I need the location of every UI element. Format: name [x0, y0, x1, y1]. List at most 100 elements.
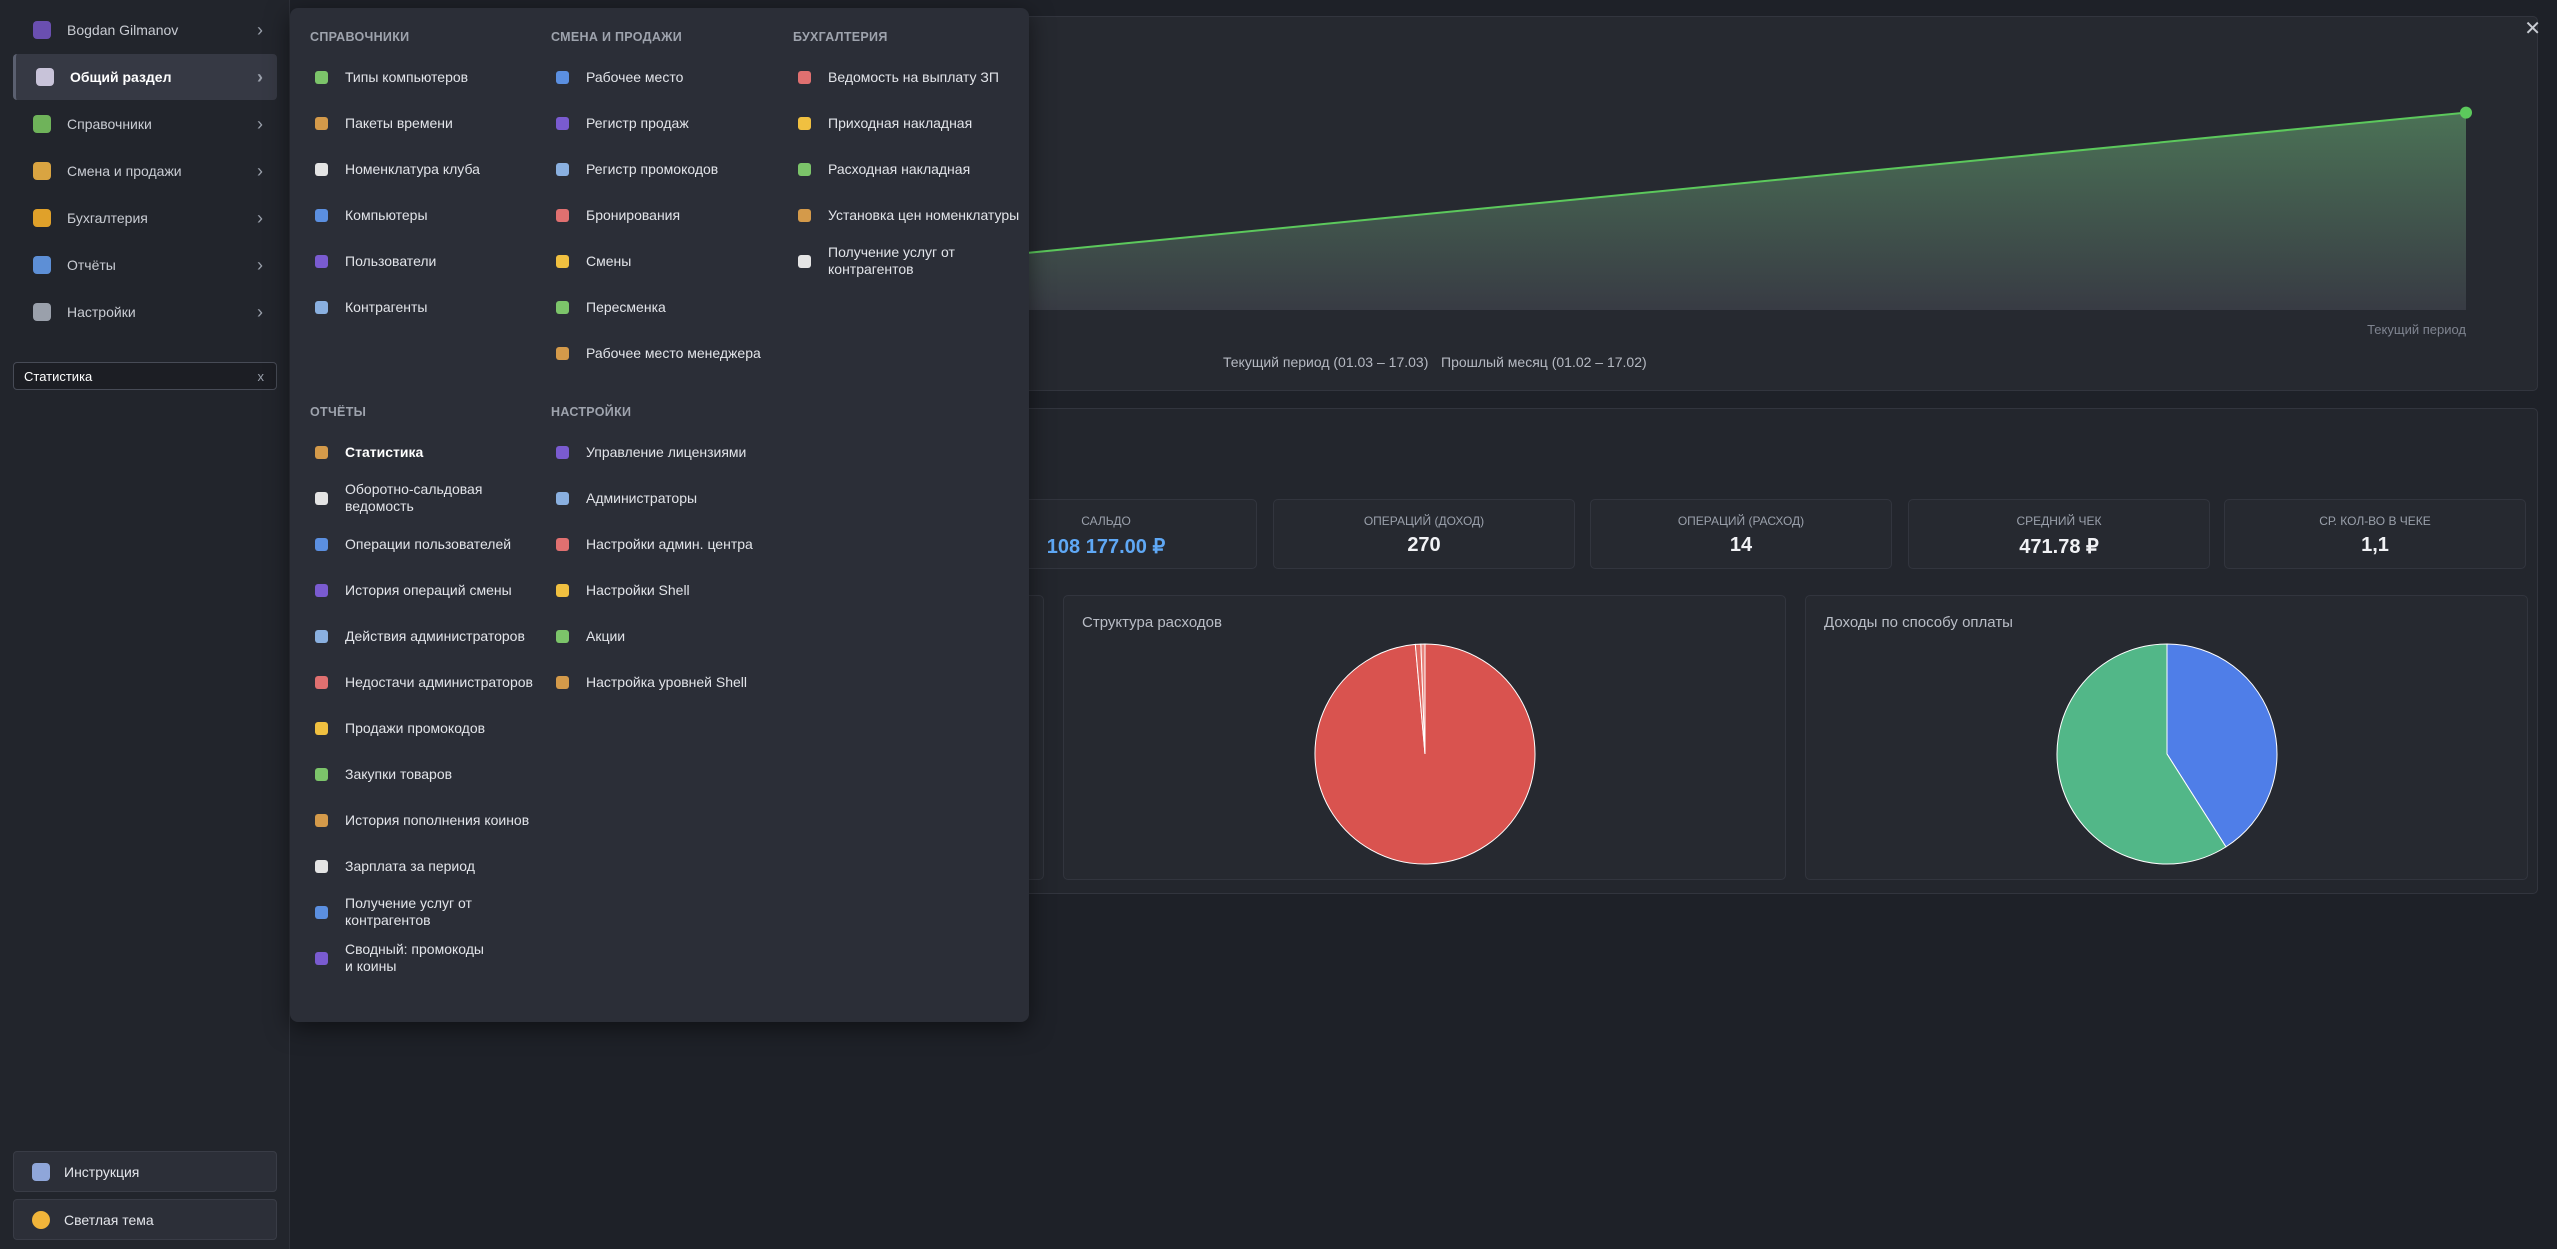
icon — [798, 162, 811, 176]
menu-item[interactable]: Смены — [551, 238, 791, 284]
sidebar-item[interactable]: Справочники › — [13, 101, 277, 147]
icon — [32, 1210, 50, 1229]
menu-item[interactable]: Типы компьютеров — [310, 54, 550, 100]
icon — [315, 537, 328, 551]
menu-item[interactable]: Статистика — [310, 429, 550, 475]
menu-label: Недостачи администраторов — [345, 673, 533, 690]
icon — [556, 300, 569, 314]
search-box[interactable]: Статистика x — [13, 362, 277, 390]
menu-item[interactable]: Операции пользователей — [310, 521, 550, 567]
menu-label: Пользователи — [345, 252, 437, 269]
menu-item[interactable]: Приходная накладная — [793, 100, 1033, 146]
menu-label: Бронирования — [586, 206, 681, 223]
icon — [798, 116, 811, 130]
menu-item[interactable]: Акции — [551, 613, 791, 659]
search-clear[interactable]: x — [257, 368, 265, 384]
icon — [556, 491, 569, 505]
menu-label: Сводный: промокоды и коины — [345, 941, 484, 974]
icon — [315, 583, 328, 597]
menu-label: Компьютеры — [345, 206, 428, 223]
menu-item[interactable]: История операций смены — [310, 567, 550, 613]
icon — [798, 70, 811, 84]
menu-item[interactable]: Оборотно-сальдовая ведомость — [310, 475, 550, 521]
menu-item[interactable]: Настройки админ. центра — [551, 521, 791, 567]
icon — [315, 629, 328, 643]
sidebar-item[interactable]: Смена и продажи › — [13, 148, 277, 194]
theme-button[interactable]: Светлая тема — [13, 1199, 277, 1240]
close-button[interactable]: ✕ — [2524, 18, 2541, 40]
menu-item[interactable]: Регистр продаж — [551, 100, 791, 146]
icon — [33, 162, 51, 180]
menu-label: Пересменка — [586, 298, 666, 315]
help-label: Инструкция — [64, 1163, 140, 1180]
section-title: БУХГАЛТЕРИЯ — [793, 30, 888, 44]
stat-label: СРЕДНИЙ ЧЕК — [2016, 514, 2102, 528]
menu-item[interactable]: Получение услуг от контрагентов — [793, 238, 1033, 284]
menu-item[interactable]: Ведомость на выплату ЗП — [793, 54, 1033, 100]
menu-label: Настройка уровней Shell — [586, 673, 748, 690]
menu-label: История операций смены — [345, 581, 512, 598]
icon — [798, 208, 811, 222]
menu-item[interactable]: Рабочее место — [551, 54, 791, 100]
menu-item[interactable]: История пополнения коинов — [310, 797, 550, 843]
stat-label: СР. КОЛ-ВО В ЧЕКЕ — [2319, 514, 2431, 528]
help-button[interactable]: Инструкция — [13, 1151, 277, 1192]
menu-label: Регистр продаж — [586, 114, 689, 131]
mega-menu: СПРАВОЧНИКИ Типы компьютеров Пакеты времен… — [290, 8, 1029, 1022]
stat-card: ОПЕРАЦИЙ (РАСХОД) 14 — [1590, 499, 1892, 569]
icon — [556, 346, 569, 360]
menu-section: БУХГАЛТЕРИЯ Ведомость на выплату ЗП Приход… — [793, 20, 1033, 284]
icon — [315, 208, 328, 222]
sidebar-item[interactable]: Настройки › — [13, 289, 277, 335]
menu-label: Настройки Shell — [586, 581, 690, 598]
menu-item[interactable]: Пакеты времени — [310, 100, 550, 146]
menu-item[interactable]: Бронирования — [551, 192, 791, 238]
user-item[interactable]: Bogdan Gilmanov › — [13, 7, 277, 53]
icon — [33, 256, 51, 274]
menu-label: Ведомость на выплату ЗП — [828, 68, 999, 85]
menu-column: БУХГАЛТЕРИЯ Ведомость на выплату ЗП Приход… — [793, 20, 1033, 284]
menu-label: История пополнения коинов — [345, 811, 530, 828]
icon — [33, 21, 51, 39]
section-title: СПРАВОЧНИКИ — [310, 30, 410, 44]
menu-item[interactable]: Установка цен номенклатуры — [793, 192, 1033, 238]
menu-item[interactable]: Пересменка — [551, 284, 791, 330]
icon — [315, 254, 328, 268]
menu-item[interactable]: Получение услуг от контрагентов — [310, 889, 550, 935]
menu-section: СПРАВОЧНИКИ Типы компьютеров Пакеты времен… — [310, 20, 550, 330]
menu-item[interactable]: Зарплата за период — [310, 843, 550, 889]
sidebar-item[interactable]: Отчёты › — [13, 242, 277, 288]
menu-item[interactable]: Номенклатура клуба — [310, 146, 550, 192]
menu-item[interactable]: Пользователи — [310, 238, 550, 284]
pie-title: Доходы по способу оплаты — [1824, 614, 2013, 631]
menu-item[interactable]: Контрагенты — [310, 284, 550, 330]
menu-item[interactable]: Администраторы — [551, 475, 791, 521]
sidebar-item[interactable]: Общий раздел › — [13, 54, 277, 100]
sidebar-label: Бухгалтерия — [67, 210, 148, 226]
menu-item[interactable]: Расходная накладная — [793, 146, 1033, 192]
menu-item[interactable]: Действия администраторов — [310, 613, 550, 659]
menu-item[interactable]: Рабочее место менеджера — [551, 330, 791, 376]
sidebar-label: Справочники — [67, 116, 152, 132]
stat-value: 14 — [1729, 534, 1753, 556]
menu-label: Акции — [586, 627, 626, 644]
icon — [36, 68, 54, 86]
menu-item[interactable]: Управление лицензиями — [551, 429, 791, 475]
menu-item[interactable]: Закупки товаров — [310, 751, 550, 797]
stat-value: 471.78 ₽ — [2019, 536, 2099, 558]
menu-item[interactable]: Компьютеры — [310, 192, 550, 238]
menu-label: Настройки админ. центра — [586, 535, 753, 552]
menu-section: ОТЧЁТЫ Статистика Оборотно-сальдовая ведом… — [310, 395, 550, 981]
menu-item[interactable]: Продажи промокодов — [310, 705, 550, 751]
menu-label: Операции пользователей — [345, 535, 512, 552]
menu-item[interactable]: Недостачи администраторов — [310, 659, 550, 705]
menu-label: Зарплата за период — [345, 857, 475, 874]
menu-item[interactable]: Настройка уровней Shell — [551, 659, 791, 705]
menu-item[interactable]: Сводный: промокоды и коины — [310, 935, 550, 981]
menu-item[interactable]: Регистр промокодов — [551, 146, 791, 192]
menu-item[interactable]: Настройки Shell — [551, 567, 791, 613]
sidebar-item[interactable]: Бухгалтерия › — [13, 195, 277, 241]
icon — [315, 767, 328, 781]
icon — [315, 813, 328, 827]
menu-column: СПРАВОЧНИКИ Типы компьютеров Пакеты времен… — [310, 20, 550, 974]
